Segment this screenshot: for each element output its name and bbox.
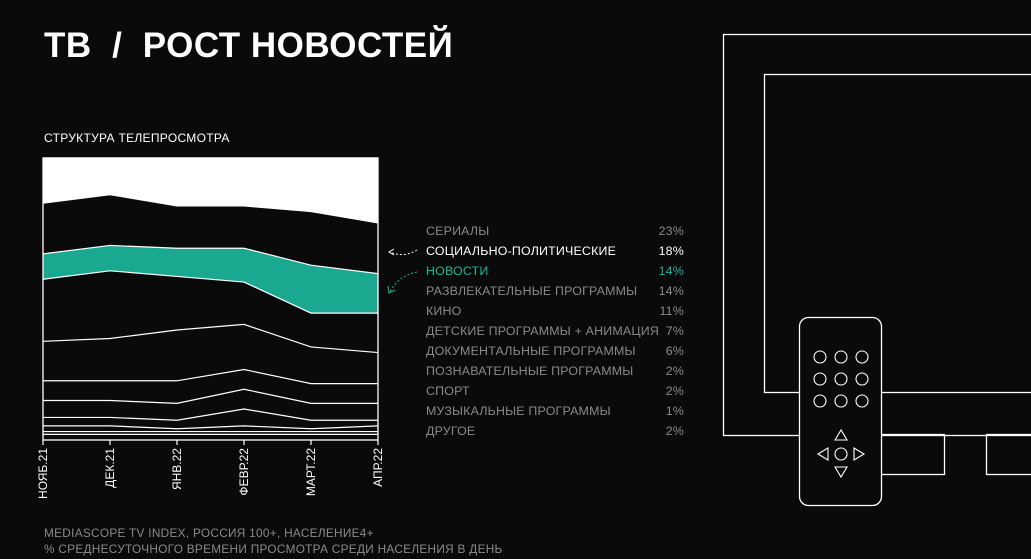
page-title: ТВ / РОСТ НОВОСТЕЙ: [44, 26, 454, 65]
remote-right-arrow-icon: [853, 447, 866, 461]
legend-percent: 7%: [665, 324, 684, 338]
legend-item-news: НОВОСТИ 14%: [426, 263, 684, 283]
x-axis-tick-label: ФЕВР.22: [237, 448, 251, 496]
legend-percent: 14%: [658, 264, 684, 278]
remote-button: [855, 372, 869, 386]
remote-button: [834, 350, 848, 364]
legend-label: ДЕТСКИЕ ПРОГРАММЫ + АНИМАЦИЯ: [426, 324, 660, 338]
legend-percent: 2%: [665, 364, 684, 378]
series-boundary-line: [42, 244, 379, 275]
legend-item-social-political: СОЦИАЛЬНО-ПОЛИТИЧЕСКИЕ 18%: [426, 243, 684, 263]
chart-footnote: MEDIASCOPE TV INDEX, РОССИЯ 100+, НАСЕЛЕ…: [44, 525, 503, 557]
legend-item-music: МУЗЫКАЛЬНЫЕ ПРОГРАММЫ 1%: [426, 403, 684, 423]
legend-arrows: [387, 248, 418, 294]
remote-button: [855, 394, 869, 408]
tv-screen: [763, 73, 1031, 394]
legend-label: НОВОСТИ: [426, 264, 489, 278]
legend-item-kids: ДЕТСКИЕ ПРОГРАММЫ + АНИМАЦИЯ 7%: [426, 323, 684, 343]
legend-percent: 2%: [665, 424, 684, 438]
arrow-news: [389, 271, 418, 293]
footnote-source: MEDIASCOPE TV INDEX, РОССИЯ 100+, НАСЕЛЕ…: [44, 526, 374, 540]
chart-frame: [42, 157, 379, 441]
series-boundary-line: [43, 388, 378, 404]
tv-stand-right: [985, 433, 1031, 476]
stacked-area-chart: НОЯБ.21 ДЕК.21 ЯНВ.22 ФЕВР.22 МАРТ.22 АПР.22: [36, 157, 385, 499]
legend-label: КИНО: [426, 304, 462, 318]
remote-button: [834, 372, 848, 386]
legend-label: МУЗЫКАЛЬНЫЕ ПРОГРАММЫ: [426, 404, 611, 418]
legend-percent: 1%: [665, 404, 684, 418]
legend-label: ДРУГОЕ: [426, 424, 476, 438]
arrow-social-political-head: [388, 248, 395, 256]
area-band: [43, 158, 378, 223]
tv-body: [722, 33, 1031, 437]
arrow-social-political: [389, 249, 418, 256]
series-boundary-line: [42, 270, 378, 314]
legend-percent: 6%: [665, 344, 684, 358]
remote-button: [813, 394, 827, 408]
remote-down-arrow-icon: [834, 466, 848, 479]
legend-item-movies: КИНО 11%: [426, 303, 684, 323]
legend-label: ДОКУМЕНТАЛЬНЫЕ ПРОГРАММЫ: [426, 344, 636, 358]
legend-percent: 23%: [658, 224, 684, 238]
x-axis-tick-label: ЯНВ.22: [170, 448, 184, 490]
legend-label: СПОРТ: [426, 384, 470, 398]
legend-percent: 11%: [659, 304, 684, 318]
legend-percent: 14%: [658, 284, 684, 298]
remote-buttons: [813, 350, 869, 479]
remote-body: [798, 316, 883, 507]
legend-label: РАЗВЛЕКАТЕЛЬНЫЕ ПРОГРАММЫ: [426, 284, 638, 298]
legend-percent: 18%: [658, 244, 684, 258]
remote-left-arrow-icon: [816, 447, 829, 461]
series-boundary-line: [42, 194, 379, 224]
legend-item-entertainment: РАЗВЛЕКАТЕЛЬНЫЕ ПРОГРАММЫ 14%: [426, 283, 684, 303]
remote-button: [834, 394, 848, 408]
legend-item-serials: СЕРИАЛЫ 23%: [426, 223, 684, 243]
legend-item-educational: ПОЗНАВАТЕЛЬНЫЕ ПРОГРАММЫ 2%: [426, 363, 684, 383]
series-boundary-line: [42, 323, 379, 354]
tv-stand-left: [877, 433, 946, 476]
remote-up-arrow-icon: [834, 428, 848, 441]
remote-button: [813, 350, 827, 364]
legend-label: СЕРИАЛЫ: [426, 224, 490, 238]
series-boundary-line: [43, 368, 378, 385]
arrow-news-head: [387, 285, 396, 294]
remote-ok-button: [834, 447, 848, 461]
x-axis-tick-label: ДЕК.21: [103, 448, 117, 488]
remote-button: [813, 372, 827, 386]
series-boundary-line: [43, 408, 378, 421]
legend-label: СОЦИАЛЬНО-ПОЛИТИЧЕСКИЕ: [426, 244, 617, 258]
x-axis-tick-label: АПР.22: [371, 448, 385, 487]
chart-legend: СЕРИАЛЫ 23% СОЦИАЛЬНО-ПОЛИТИЧЕСКИЕ 18% Н…: [426, 223, 684, 443]
legend-item-other: ДРУГОЕ 2%: [426, 423, 684, 443]
legend-item-documentary: ДОКУМЕНТАЛЬНЫЕ ПРОГРАММЫ 6%: [426, 343, 684, 363]
chart-subtitle: СТРУКТУРА ТЕЛЕПРОСМОТРА: [44, 131, 230, 145]
footnote-metric: % СРЕДНЕСУТОЧНОГО ВРЕМЕНИ ПРОСМОТРА СРЕД…: [44, 542, 503, 556]
legend-percent: 2%: [665, 384, 684, 398]
x-axis-tick-label: МАРТ.22: [304, 448, 318, 496]
series-boundary-line: [43, 425, 379, 430]
legend-item-sport: СПОРТ 2%: [426, 383, 684, 403]
x-axis-tick-label: НОЯБ.21: [36, 448, 50, 499]
remote-button: [855, 350, 869, 364]
area-band: [43, 245, 378, 314]
legend-label: ПОЗНАВАТЕЛЬНЫЕ ПРОГРАММЫ: [426, 364, 634, 378]
